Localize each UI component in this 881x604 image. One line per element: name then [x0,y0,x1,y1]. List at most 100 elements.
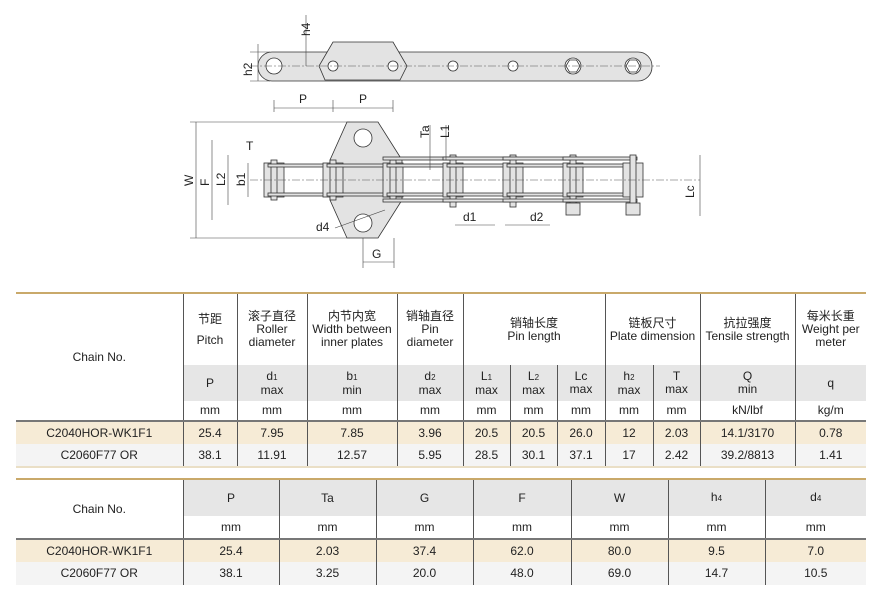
symbol: b [346,368,354,383]
chain-no-cell: C2040HOR-WK1F1 [16,420,183,444]
chain-drawing: h4 h2 P P W F L2 b1 T Ta L1 d1 d2 Lc d4 … [182,15,701,268]
symbol-sub: 4 [717,494,723,503]
symbol: Ta [321,490,334,505]
chain-no-cell: C2040HOR-WK1F1 [16,538,183,562]
dimension-labels: h4 h2 P P W F L2 b1 T Ta L1 d1 d2 Lc d4 … [182,22,697,261]
value-cell: 7.95 [236,420,307,444]
unit-cell: mm [182,401,237,421]
value-cell: 62.0 [472,538,571,562]
nut [625,202,641,216]
label-p2: P [359,92,367,106]
col-roller-header: 滚子直径 Roller diameter [236,293,307,365]
header-cell: G [375,479,473,516]
value-cell: 26.0 [556,420,605,444]
value-cell: 38.1 [182,444,237,467]
header-cell: W [570,479,668,516]
qualifier: max [418,382,442,397]
pin [629,154,637,208]
unit-cell: mm [375,516,473,539]
value-cell: 9.5 [667,538,765,562]
unit-cell: mm [462,401,510,421]
value-cell: 25.4 [182,420,237,444]
symbol-sub: 1 [273,372,278,382]
symbol: P [205,375,214,390]
qualifier: max [617,382,641,397]
symbol: G [419,490,430,505]
symbol: P [226,490,235,505]
value-cell: 0.78 [794,420,867,444]
value-cell: 48.0 [472,562,571,585]
nut [565,202,581,216]
symbol: T [672,369,681,383]
header-cell: d4 [764,479,866,516]
value-cell: 7.85 [306,420,397,444]
value-cell: 38.1 [182,562,279,585]
attachment-hole-top [353,128,373,148]
label-b1: b1 [234,172,248,186]
col-pin-diameter-header: 销轴直径 Pin diameter [396,293,463,365]
unit-cell: mm [604,401,653,421]
col-tensile-header: 抗拉强度 Tensile strength [699,293,796,365]
header-en: Roller diameter [248,322,296,349]
symbol-cell: P [182,365,237,401]
value-cell: 2.03 [652,420,701,444]
symbol: Lc [574,369,588,383]
col-pitch-header: 节距 Pitch [182,293,237,365]
qualifier: max [522,382,545,397]
header-cell: Ta [278,479,376,516]
value-cell: 5.95 [396,444,463,467]
value-cell: 12.57 [306,444,397,467]
symbol: q [827,375,835,390]
unit-cell: mm [472,516,571,539]
value-cell: 3.25 [278,562,376,585]
outer-plate [562,156,638,161]
value-cell: 37.1 [556,444,605,467]
symbol-cell: b1 min [306,365,397,401]
value-cell: 3.96 [396,420,463,444]
symbol-sub: 1 [353,372,358,382]
symbol-cell: L2 max [509,365,557,401]
value-cell: 80.0 [570,538,668,562]
unit-cell: mm [556,401,605,421]
label-d1: d1 [463,210,477,224]
value-cell: 2.03 [278,538,376,562]
value-cell: 69.0 [570,562,668,585]
header-cn: 节距 [197,311,222,326]
symbol: F [518,490,526,505]
header-cn: 销轴直径 [405,309,454,323]
value-cell: 28.5 [462,444,510,467]
symbol: h [623,368,631,383]
header-en: Pin length [507,328,561,343]
value-cell: 17 [604,444,653,467]
label-w: W [182,174,196,186]
unit-cell: mm [396,401,463,421]
value-cell: 30.1 [509,444,557,467]
label-l1: L1 [438,124,452,138]
value-cell: 25.4 [182,538,279,562]
col-pin-length-header: 销轴长度 Pin length [462,293,605,365]
symbol-cell: L1 max [462,365,510,401]
label-f: F [198,179,212,186]
symbol: Q [742,369,753,383]
qualifier: max [569,382,593,396]
header-cn: 链板尺寸 [628,315,677,330]
symbol: W [613,490,626,505]
unit-cell: mm [509,401,557,421]
label-d2: d2 [530,210,544,224]
value-cell: 14.7 [667,562,765,585]
unit-cell: kg/m [794,401,867,421]
symbol-cell: Lc max [556,365,605,401]
unit-cell: kN/lbf [699,401,796,421]
symbol: L [527,368,535,383]
header-cell: P [182,479,279,516]
label-l2: L2 [214,172,228,186]
header-en: Weight per meter [801,322,860,349]
chain-no-cell: C2060F77 OR [60,566,138,580]
value-cell: 37.4 [375,538,473,562]
header-cell: h4 [667,479,765,516]
label-p1: P [299,92,307,106]
